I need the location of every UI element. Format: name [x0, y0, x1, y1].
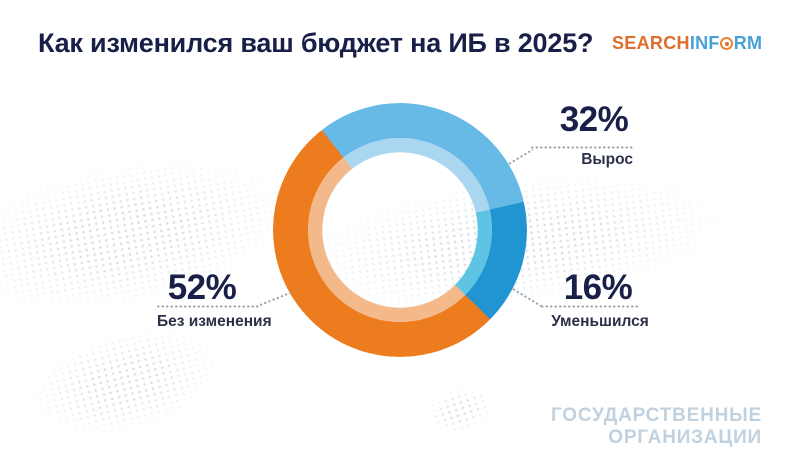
logo-inform-text: INF [689, 33, 720, 53]
page-title: Как изменился ваш бюджет на ИБ в 2025? [38, 28, 594, 58]
callout-unchanged-value: 52% [167, 268, 237, 307]
footer-caption: ГОСУДАРСТВЕННЫЕ ОРГАНИЗАЦИИ [550, 405, 762, 448]
callout-decreased-value: 16% [563, 268, 633, 307]
logo-rm-text: RM [733, 33, 763, 53]
callout-unchanged-leader-line [156, 305, 259, 308]
callout-unchanged-label: Без изменения [157, 313, 272, 330]
brand-logo: SEARCH INF RM [612, 33, 762, 54]
callout-grew-leader-line [530, 146, 633, 149]
callout-decreased-label: Уменьшился [551, 313, 649, 330]
donut-ring-inner [308, 138, 492, 322]
logo-target-o-icon [720, 37, 734, 50]
callout-grew-label: Вырос [581, 151, 633, 168]
callout-grew-value: 32% [559, 100, 629, 139]
donut-chart [273, 103, 527, 357]
callout-decreased-leader-line [540, 305, 640, 308]
logo-search-text: SEARCH [612, 33, 690, 53]
